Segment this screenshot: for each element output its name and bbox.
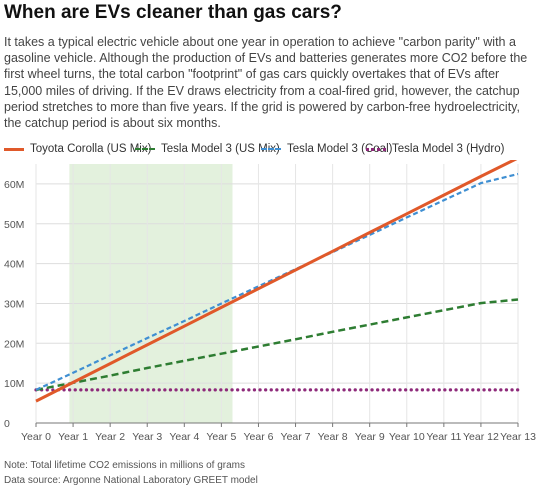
x-tick-label: Year 6 xyxy=(243,431,273,443)
series-line-toyota-corolla-us-mix xyxy=(35,160,518,403)
x-tick-label: Year 13 xyxy=(500,431,536,443)
line-chart: 0 10M 20M 30M 40M 50M 60M Year 0 Year 1 Year 2 Yea… xyxy=(4,160,536,443)
legend: Toyota Corolla (US Mix) Tesla Model 3 (U… xyxy=(4,143,534,157)
x-tick-label: Year 9 xyxy=(355,431,385,443)
x-tick-label: Year 11 xyxy=(426,431,461,443)
x-tick-label: Year 0 xyxy=(21,431,51,443)
legend-swatch-corolla xyxy=(4,147,24,151)
y-tick-label: 20M xyxy=(4,338,24,350)
chart-title: When are EVs cleaner than gas cars? xyxy=(4,2,342,23)
x-tick-label: Year 2 xyxy=(95,431,125,443)
y-tick-label: 0 xyxy=(4,418,10,430)
series-line-tesla-model-3-us-mix xyxy=(35,298,519,392)
legend-swatch-tesla-us-mix xyxy=(135,148,155,150)
legend-swatch-tesla-hydro xyxy=(366,147,386,151)
chart-note: Note: Total lifetime CO2 emissions in mi… xyxy=(4,460,246,471)
y-tick-label: 10M xyxy=(4,378,24,390)
y-tick-label: 30M xyxy=(4,298,24,310)
legend-item-tesla-hydro: Tesla Model 3 (Hydro) xyxy=(366,143,504,155)
highlight-band xyxy=(69,164,233,423)
legend-label-tesla-coal: Tesla Model 3 (Coal) xyxy=(287,143,393,155)
x-tick-label: Year 12 xyxy=(463,431,499,443)
x-tick-label: Year 1 xyxy=(58,431,88,443)
x-tick-label: Year 5 xyxy=(206,431,236,443)
legend-swatch-tesla-coal xyxy=(261,148,281,150)
x-tick-label: Year 4 xyxy=(169,431,199,443)
legend-item-tesla-coal: Tesla Model 3 (Coal) xyxy=(261,143,392,155)
x-tick-label: Year 7 xyxy=(281,431,311,443)
legend-item-tesla-us-mix: Tesla Model 3 (US Mix) xyxy=(135,143,280,155)
x-tick-label: Year 8 xyxy=(318,431,348,443)
legend-label-tesla-hydro: Tesla Model 3 (Hydro) xyxy=(392,143,505,155)
legend-item-corolla: Toyota Corolla (US Mix) xyxy=(4,143,151,155)
chart-source: Data source: Argonne National Laboratory… xyxy=(4,475,258,486)
y-tick-label: 60M xyxy=(4,179,24,191)
legend-label-corolla: Toyota Corolla (US Mix) xyxy=(30,143,152,155)
x-tick-label: Year 3 xyxy=(132,431,162,443)
x-tick-label: Year 10 xyxy=(389,431,425,443)
y-tick-label: 40M xyxy=(4,259,24,271)
legend-label-tesla-us-mix: Tesla Model 3 (US Mix) xyxy=(161,143,280,155)
y-tick-label: 50M xyxy=(4,219,24,231)
chart-subtitle: It takes a typical electric vehicle abou… xyxy=(4,35,528,131)
